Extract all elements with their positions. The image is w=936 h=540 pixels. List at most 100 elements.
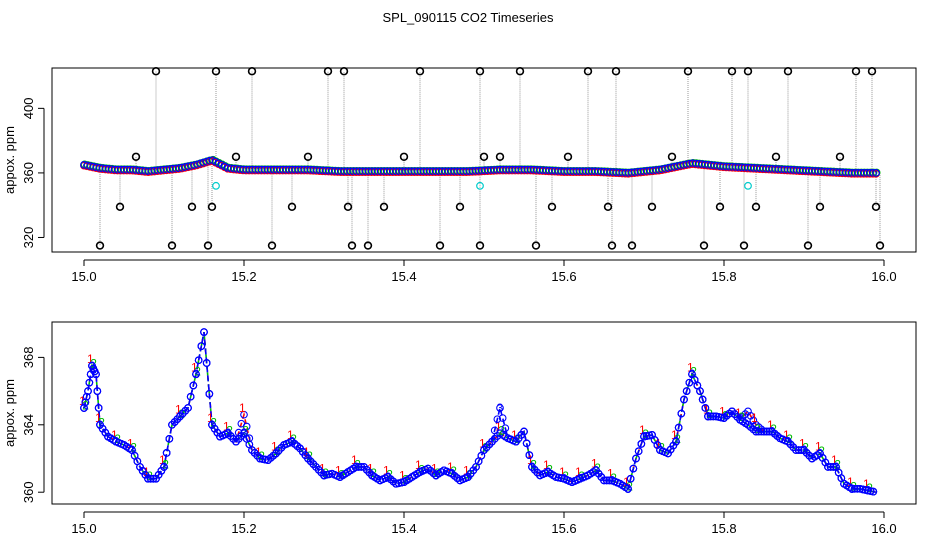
outlier-marker	[531, 241, 541, 250]
series-3-label: 3	[641, 430, 648, 444]
series-marker-circle	[704, 412, 712, 421]
series-1-label: 1	[271, 440, 278, 454]
outlier-marker	[603, 202, 613, 212]
plot-frame	[51, 67, 917, 253]
x-tick-label: 15.6	[551, 521, 576, 536]
series-1-label: 1	[367, 462, 374, 476]
series-marker-circle	[149, 474, 158, 483]
series-3-label: 3	[177, 409, 184, 423]
series-3-label: 3	[417, 465, 424, 479]
y-tick-label: 400	[21, 97, 36, 119]
series-1-label: 1	[671, 428, 678, 442]
y-tick-label: 360	[21, 162, 36, 184]
series-1-label: 1	[655, 436, 662, 450]
series-marker-circle	[352, 463, 360, 471]
series-1-label: 1	[863, 477, 870, 491]
bottom-axes: 15.0 15.2 15.4 15.6 15.8 16.0 360 364 368	[21, 321, 917, 536]
x-tick-label: 15.4	[391, 269, 416, 284]
series-marker-circle	[496, 404, 504, 412]
series-marker-circle	[632, 454, 640, 463]
outlier-marker	[343, 202, 353, 212]
outlier-marker	[267, 241, 277, 250]
series-marker-circle	[826, 463, 835, 471]
series-1-label: 1	[239, 401, 246, 415]
series-marker-circle	[666, 445, 675, 454]
series-marker-circle	[624, 484, 632, 493]
series-1-label: 1	[111, 428, 118, 442]
series-marker-circle	[869, 487, 878, 496]
series-marker-circle	[696, 387, 704, 395]
x-tick-label: 15.0	[71, 269, 96, 284]
series-marker-circle	[141, 470, 150, 479]
outlier-marker	[95, 241, 105, 250]
top-plot-marks	[80, 67, 885, 250]
series-marker-circle	[602, 476, 611, 485]
figure-title: SPL_090115 CO2 Timeseries	[382, 10, 554, 25]
series-marker-circle	[92, 370, 100, 379]
series-3-label: 3	[385, 470, 392, 484]
series-marker-circle	[146, 474, 155, 483]
outlier-marker	[495, 152, 505, 161]
series-1-label: 1	[783, 428, 790, 442]
series-marker-circle	[637, 440, 646, 448]
series-1-label: 1	[815, 440, 822, 454]
series-marker-circle	[520, 427, 528, 436]
x-tick-label: 15.6	[551, 269, 576, 284]
outlier-marker	[875, 241, 885, 250]
series-3-label: 3	[113, 435, 120, 449]
series-marker-circle	[848, 484, 856, 493]
series-marker-circle	[680, 395, 688, 404]
y-tick-label: 320	[21, 227, 36, 249]
series-1-label: 1	[719, 404, 726, 418]
series-3-label: 3	[545, 465, 552, 479]
series-marker-circle	[672, 437, 680, 446]
series-marker-circle	[709, 412, 718, 421]
series-1-label: 1	[559, 465, 566, 479]
series-marker-circle	[157, 467, 166, 475]
series-marker-circle	[762, 427, 771, 436]
series-marker-circle	[752, 427, 760, 436]
outlier-marker	[547, 202, 557, 212]
series-1-label: 1	[383, 463, 390, 477]
series-marker-circle	[605, 476, 614, 485]
series-marker-circle	[600, 476, 608, 485]
outlier-marker	[607, 241, 617, 250]
series-marker-circle	[792, 446, 800, 454]
series-3-label: 3	[529, 460, 536, 474]
outlier-marker	[455, 202, 465, 212]
outlier-marker	[699, 241, 709, 250]
series-3-label: 3	[561, 472, 568, 486]
series-1-label: 1	[687, 361, 694, 375]
series-marker-circle	[757, 427, 766, 436]
series-marker-circle	[184, 404, 192, 412]
flag3-marker	[872, 169, 880, 177]
series-1-label: 1	[767, 418, 774, 432]
series-marker-circle	[824, 463, 832, 471]
series-marker-circle	[794, 446, 803, 454]
series-marker-circle	[674, 423, 683, 432]
series-1-label: 1	[575, 465, 582, 479]
series-1-label: 1	[127, 436, 134, 450]
series-marker-circle	[205, 390, 214, 398]
series-1-label: 1	[799, 436, 806, 450]
series-3-label: 3	[817, 446, 824, 460]
series-1-label: 1	[703, 403, 710, 417]
flag3-marker	[869, 169, 877, 177]
series-marker-circle	[829, 463, 838, 471]
series-3-label: 3	[89, 359, 96, 373]
series-marker-circle	[706, 412, 715, 421]
series-marker-circle	[186, 392, 195, 401]
series-marker-circle	[634, 447, 643, 456]
outlier-marker	[203, 241, 213, 250]
series-1-label: 1	[847, 475, 854, 489]
series-marker-circle	[488, 437, 496, 446]
x-tick-label: 15.8	[711, 521, 736, 536]
series-marker-circle	[162, 449, 171, 457]
series-marker-circle	[136, 463, 144, 471]
outlier-marker	[187, 202, 197, 212]
series-marker-circle	[677, 409, 686, 418]
series-marker-circle	[93, 387, 102, 395]
cyan-marker	[744, 181, 752, 190]
outlier-marker	[303, 152, 313, 161]
